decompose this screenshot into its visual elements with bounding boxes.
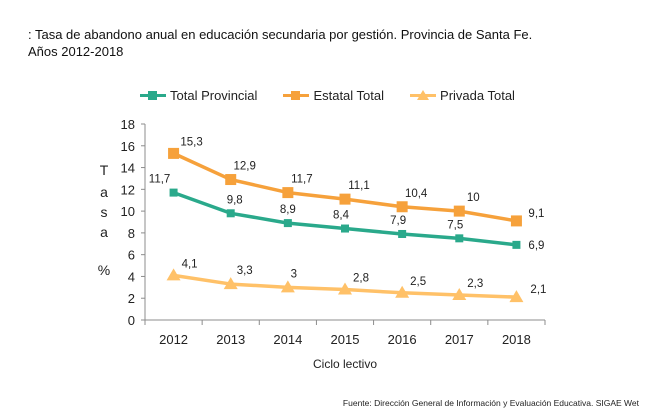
data-label: 7,5 <box>447 219 463 231</box>
data-point-marker <box>166 268 181 281</box>
data-point-marker <box>455 234 464 243</box>
x-tick-label: 2014 <box>273 332 302 347</box>
y-tick-label: 12 <box>121 182 135 197</box>
data-point-marker <box>341 224 349 233</box>
data-label: 11,7 <box>149 174 171 186</box>
y-axis-title-char: a <box>100 224 108 240</box>
y-tick-label: 0 <box>128 313 135 328</box>
data-label: 6,9 <box>528 240 544 252</box>
data-label: 11,1 <box>348 180 370 192</box>
data-point-marker <box>283 219 292 228</box>
y-tick-label: 8 <box>128 226 135 241</box>
legend-item-estatal-total: Estatal Total <box>283 88 384 103</box>
legend-swatch-privada-total <box>410 89 437 101</box>
x-tick-label: 2018 <box>502 332 531 347</box>
y-axis-title-char: % <box>98 262 110 278</box>
data-point-marker <box>338 282 352 295</box>
data-label: 9,1 <box>528 208 544 220</box>
data-point-marker <box>453 205 465 217</box>
y-tick-label: 14 <box>121 161 135 176</box>
data-point-marker <box>280 280 295 293</box>
title-line-1: : Tasa de abandono anual en educación se… <box>28 27 533 42</box>
data-point-marker <box>395 285 410 298</box>
legend-item-total-provincial: Total Provincial <box>140 88 257 103</box>
data-point-marker <box>169 188 178 197</box>
data-label: 2,8 <box>353 273 369 285</box>
y-axis-title-char: T <box>100 162 109 178</box>
data-label: 4,1 <box>182 258 198 270</box>
data-point-marker <box>396 201 408 213</box>
legend-swatch-estatal-total <box>283 90 310 101</box>
y-tick-label: 2 <box>128 291 135 306</box>
x-tick-label: 2015 <box>331 332 360 347</box>
data-label: 2,3 <box>467 278 483 290</box>
data-label: 10,4 <box>405 188 428 200</box>
data-point-marker <box>223 277 238 290</box>
data-point-marker <box>282 187 294 199</box>
data-label: 12,9 <box>234 161 256 173</box>
data-label: 9,8 <box>227 194 243 206</box>
x-tick-label: 2017 <box>445 332 474 347</box>
data-label: 15,3 <box>180 136 202 148</box>
title-line-2: Años 2012-2018 <box>28 44 124 59</box>
data-point-marker <box>226 209 235 218</box>
y-axis-title-char: s <box>101 204 108 220</box>
y-tick-label: 4 <box>128 269 135 284</box>
data-label: 10 <box>467 192 480 204</box>
chart-title: : Tasa de abandono anual en educación se… <box>28 26 532 60</box>
legend-label-estatal-total: Estatal Total <box>313 88 385 103</box>
legend-item-privada-total: Privada Total <box>410 88 515 103</box>
x-tick-label: 2016 <box>388 332 417 347</box>
x-tick-label: 2012 <box>159 332 188 347</box>
data-point-marker <box>225 174 237 186</box>
data-point-marker <box>509 290 524 303</box>
data-label: 2,5 <box>410 276 426 288</box>
data-point-marker <box>339 193 351 205</box>
legend-label-privada-total: Privada Total <box>440 88 515 103</box>
source-note: Fuente: Dirección General de Información… <box>342 398 639 408</box>
data-label: 3,3 <box>237 265 253 277</box>
data-point-marker <box>398 229 407 238</box>
data-point-marker <box>512 240 521 249</box>
data-point-marker <box>510 215 522 227</box>
y-tick-label: 16 <box>121 139 135 154</box>
x-tick-label: 2013 <box>216 332 245 347</box>
data-label: 11,7 <box>291 174 313 186</box>
legend: Total Provincial Estatal Total Privada T… <box>140 88 515 103</box>
data-label: 7,9 <box>390 215 406 227</box>
y-tick-label: 6 <box>128 248 135 263</box>
y-axis-title-char: a <box>100 184 108 200</box>
data-label: 8,4 <box>333 210 350 222</box>
x-axis-title: Ciclo lectivo <box>313 357 377 371</box>
data-label: 8,9 <box>280 204 296 216</box>
data-label: 3 <box>291 268 297 280</box>
y-tick-label: 10 <box>121 204 135 219</box>
y-tick-label: 18 <box>121 117 135 132</box>
data-label: 2,1 <box>530 284 546 296</box>
data-point-marker <box>168 147 180 159</box>
legend-swatch-total-provincial <box>140 90 166 101</box>
legend-label-total-provincial: Total Provincial <box>170 88 258 103</box>
data-point-marker <box>452 287 467 300</box>
